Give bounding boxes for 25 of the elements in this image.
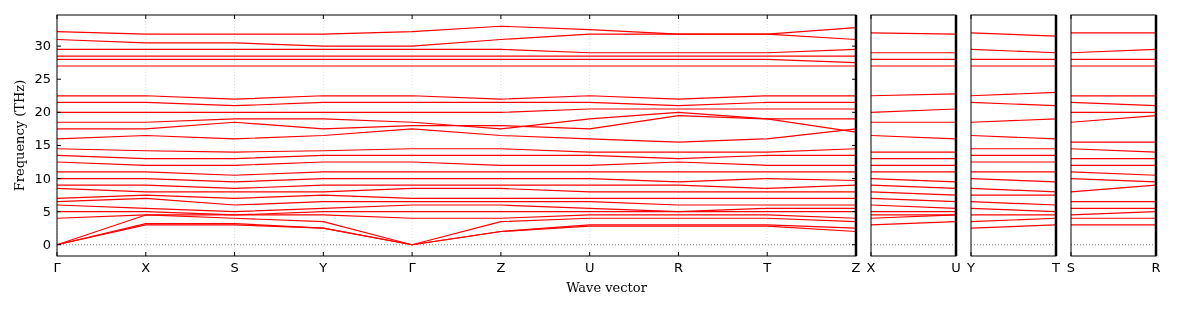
x-tick-label: Γ	[53, 260, 62, 275]
y-axis-title: Frequency (THz)	[12, 79, 27, 192]
x-tick-label: Y	[318, 260, 328, 275]
x-tick-label: T	[1051, 260, 1061, 275]
x-tick-label: Z	[851, 260, 861, 275]
x-tick-label: Γ	[408, 260, 417, 275]
x-axis-title: Wave vector	[566, 280, 648, 295]
x-tick-label: S	[230, 260, 239, 275]
y-tick-label: 25	[34, 71, 51, 87]
x-tick-label: X	[141, 260, 151, 275]
x-tick-label: U	[584, 260, 595, 275]
x-tick-label: Z	[496, 260, 506, 275]
y-tick-label: 10	[34, 170, 51, 186]
x-tick-label: Y	[966, 260, 976, 275]
x-tick-label: X	[866, 260, 876, 275]
y-tick-label: 20	[34, 104, 51, 120]
y-tick-label: 15	[34, 137, 51, 153]
y-tick-label: 0	[42, 236, 51, 252]
x-tick-label: T	[762, 260, 772, 275]
y-tick-label: 30	[34, 38, 51, 54]
x-tick-label: R	[673, 260, 683, 275]
x-tick-label: R	[1151, 260, 1161, 275]
x-tick-label: U	[951, 260, 961, 275]
x-tick-label: S	[1066, 260, 1076, 275]
y-tick-label: 5	[42, 203, 51, 219]
